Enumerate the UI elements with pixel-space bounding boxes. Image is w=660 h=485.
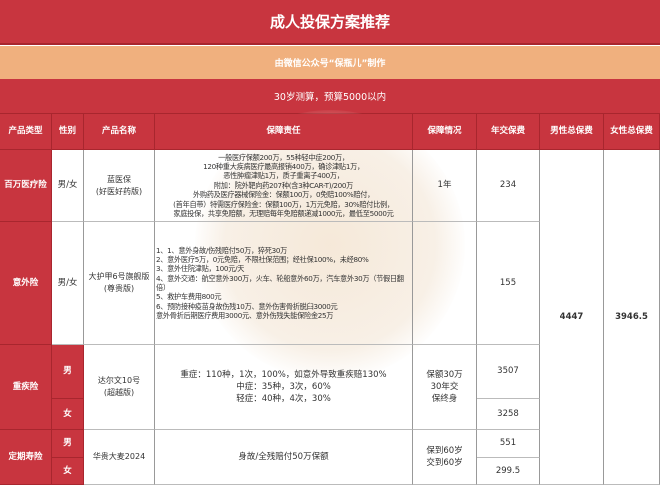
male-total: 4447 <box>540 150 604 485</box>
budget-banner: 30岁测算，预算5000以内 <box>0 79 660 114</box>
text-line: 5、救护车费用800元 <box>156 292 222 302</box>
column-header: 女性总保费 <box>604 114 660 150</box>
text-line: 大护甲6号旗舰版 <box>88 272 150 282</box>
text-line: (尊贵版) <box>103 284 135 293</box>
watermark-image <box>195 110 465 380</box>
coverage-terms <box>413 222 477 345</box>
text-line: 1、1、意外身故/伤残赔付50万，猝死30万 <box>156 245 288 255</box>
annual-fee: 3258 <box>477 399 540 430</box>
text-line: 2、意外医疗5万，0元免赔，不限社保范围；经社保100%，未经80% <box>156 254 369 264</box>
text-line: (首年自带）特需医疗保险金：保额100万，1万元免赔，30%赔付比例， <box>173 199 394 209</box>
gender: 男/女 <box>52 222 84 345</box>
annual-fee: 155 <box>477 222 540 345</box>
text-line: 一般医疗保额200万，55种轻中症200万， <box>218 152 349 162</box>
coverage-terms: 1年 <box>413 150 477 222</box>
gender: 女 <box>52 458 84 485</box>
text-line: 意外骨折后期医疗费用3000元、意外伤残失能保险金25万 <box>156 311 334 321</box>
product-type: 定期寿险 <box>0 430 52 485</box>
coverage-duty: 1、1、意外身故/伤残赔付50万，猝死30万 2、意外医疗5万，0元免赔，不限社保… <box>155 222 413 345</box>
column-header: 年交保费 <box>477 114 540 150</box>
text-line: 轻症：40种，4次，30% <box>236 394 331 405</box>
gender: 男/女 <box>52 150 84 222</box>
text-line: 重症：110种，1次，100%，如意外导致重疾赔130% <box>180 369 387 380</box>
text-line: 身故/全残赔付50万保额 <box>238 451 329 462</box>
text-line: 4、意外交通：航空意外300万，火车、轮船意外60万，汽车意外30万（节假日翻倍… <box>156 273 404 292</box>
text-line: 30年交 <box>430 381 459 392</box>
product-type: 重疾险 <box>0 345 52 430</box>
annual-fee: 3507 <box>477 345 540 399</box>
coverage-duty: 重症：110种，1次，100%，如意外导致重疾赔130% 中症：35种，3次，60… <box>155 345 413 430</box>
text-line: 恶性肿瘤津贴1万，质子重离子400万， <box>223 171 344 181</box>
product-name: 华贵大麦2024 <box>84 430 155 485</box>
text-line: 6、预防接种疫苗身故伤残10万、意外伤害骨折脱臼3000元 <box>156 301 338 311</box>
text-line: 附加：院外靶向药207种(含3种CAR-T)/200万 <box>213 180 354 190</box>
text-line: 1年 <box>437 180 452 191</box>
column-header: 保障情况 <box>413 114 477 150</box>
gender: 女 <box>52 399 84 430</box>
text-line: 3、意外住院津贴，100元/天 <box>156 264 245 274</box>
text-line: 家庭投保，共享免赔额，无理赔每年免赔额递减1000元，最低至5000元 <box>173 208 394 218</box>
text-line: 保额30万 <box>426 369 463 380</box>
column-header: 产品名称 <box>84 114 155 150</box>
text-line: 华贵大麦2024 <box>92 452 146 462</box>
column-header: 保障责任 <box>155 114 413 150</box>
coverage-terms: 保到60岁交到60岁 <box>413 430 477 485</box>
product-type: 意外险 <box>0 222 52 345</box>
coverage-duty: 身故/全残赔付50万保额 <box>155 430 413 485</box>
text-line: (好医好药版) <box>95 186 143 196</box>
product-name: 达尔文10号 (超越版) <box>84 345 155 430</box>
column-header: 产品类型 <box>0 114 52 150</box>
annual-fee: 299.5 <box>477 458 540 485</box>
coverage-duty: 一般医疗保额200万，55种轻中症200万， 120种重大疾病医疗最高报销400万… <box>155 150 413 222</box>
column-header: 男性总保费 <box>540 114 604 150</box>
text-line: 保终身 <box>431 394 458 405</box>
coverage-terms: 保额30万 30年交保终身 <box>413 345 477 430</box>
gender: 男 <box>52 345 84 399</box>
gender: 男 <box>52 430 84 458</box>
product-name: 蓝医保 (好医好药版) <box>84 150 155 222</box>
text-line: 外购药及医疗器械保险金：保额100万，0免赔100%赔付， <box>192 190 375 200</box>
product-name: 大护甲6号旗舰版 (尊贵版) <box>84 222 155 345</box>
text-line: (超越版) <box>103 388 135 397</box>
page-title: 成人投保方案推荐 <box>0 0 660 45</box>
product-type: 百万医疗险 <box>0 150 52 222</box>
text-line: 中症：35种，3次，60% <box>236 381 331 392</box>
text-line: 达尔文10号 <box>97 376 141 386</box>
annual-fee: 234 <box>477 150 540 222</box>
text-line: 交到60岁 <box>426 458 463 468</box>
credit-banner: 由微信公众号“保瓶儿”制作 <box>0 46 660 79</box>
column-header: 性别 <box>52 114 84 150</box>
text-line: 120种重大疾病医疗最高报销400万，确诊津贴1万， <box>203 162 364 172</box>
annual-fee: 551 <box>477 430 540 458</box>
text-line: 保到60岁 <box>426 445 463 456</box>
female-total: 3946.5 <box>604 150 660 485</box>
text-line: 蓝医保 <box>107 174 131 184</box>
